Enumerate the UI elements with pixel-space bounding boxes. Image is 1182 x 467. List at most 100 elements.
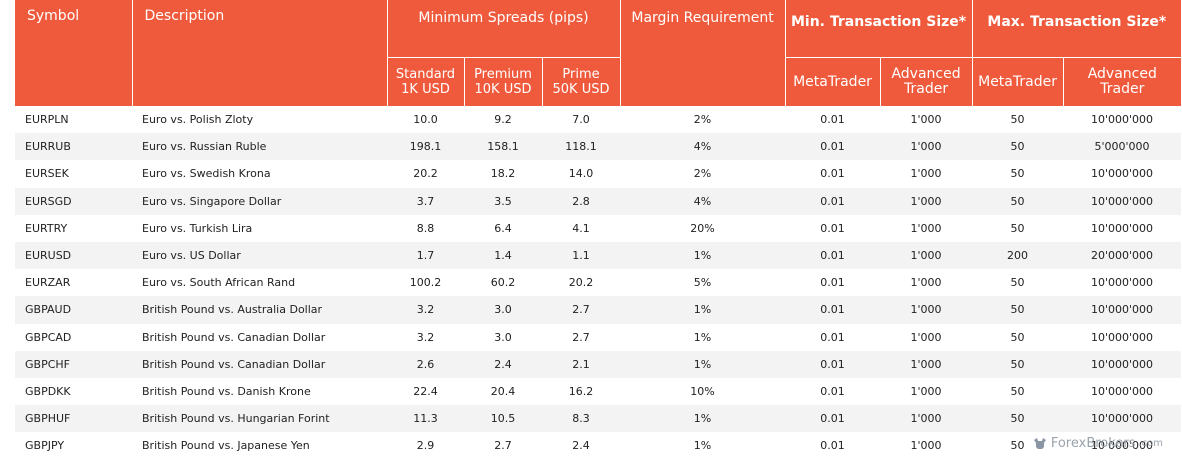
cell-margin: 10% bbox=[690, 384, 715, 398]
cell-margin: 1% bbox=[620, 405, 786, 433]
cell-max-metatrader: 50 bbox=[972, 405, 1064, 433]
cell-max-metatrader: 50 bbox=[1010, 167, 1025, 181]
cell-min-advanced-trader: 1'000 bbox=[910, 221, 942, 235]
bull-logo-icon bbox=[1033, 438, 1046, 450]
cell-prime: 16.2 bbox=[568, 384, 594, 398]
cell-max-metatrader: 50 bbox=[1010, 330, 1025, 344]
cell-standard: 3.2 bbox=[416, 330, 435, 344]
cell-max-advanced-trader: 10'000'000 bbox=[1091, 439, 1154, 453]
cell-premium: 20.4 bbox=[490, 384, 516, 398]
cell-premium: 10.5 bbox=[464, 405, 542, 433]
cell-max-advanced-trader: 10'000'000 bbox=[1063, 296, 1182, 324]
cell-premium: 158.1 bbox=[464, 133, 542, 161]
table-row: GBPHUF British Pound vs. Hungarian Forint… bbox=[15, 405, 1182, 433]
cell-prime: 2.7 bbox=[572, 330, 590, 344]
cell-premium: 3.0 bbox=[494, 330, 512, 344]
cell-max-advanced-trader: 5'000'000 bbox=[1063, 133, 1182, 161]
cell-min-advanced-trader: 1'000 bbox=[880, 187, 973, 215]
cell-margin: 1% bbox=[620, 241, 786, 270]
cell-symbol: GBPCHF bbox=[15, 350, 132, 378]
cell-symbol: GBPDKK bbox=[25, 384, 71, 398]
cell-symbol: GBPJPY bbox=[25, 439, 65, 453]
col-max-tx-header: Max. Transaction Size* bbox=[972, 0, 1182, 58]
cell-max-advanced-trader: 10'000'000 bbox=[1063, 405, 1182, 433]
cell-max-metatrader: 50 bbox=[972, 350, 1064, 378]
cell-premium: 2.7 bbox=[494, 439, 512, 453]
cell-premium: 9.2 bbox=[494, 113, 512, 127]
cell-min-metatrader: 0.01 bbox=[785, 133, 881, 161]
cell-min-metatrader: 0.01 bbox=[785, 405, 881, 433]
cell-margin: 4% bbox=[620, 187, 786, 215]
cell-premium: 1.4 bbox=[464, 241, 542, 270]
cell-min-metatrader: 0.01 bbox=[820, 384, 845, 398]
col-symbol-header: Symbol bbox=[15, 0, 133, 106]
cell-margin: 5% bbox=[693, 276, 712, 290]
cell-min-advanced-trader: 1'000 bbox=[910, 439, 942, 453]
cell-max-metatrader: 50 bbox=[1010, 384, 1025, 398]
cell-description: British Pound vs. Canadian Dollar bbox=[132, 350, 387, 378]
cell-premium: 3.0 bbox=[464, 296, 542, 324]
cell-max-advanced-trader: 20'000'000 bbox=[1063, 241, 1182, 270]
cell-symbol: EURZAR bbox=[25, 276, 71, 290]
cell-prime: 7.0 bbox=[572, 113, 590, 127]
watermark: ForexBrokers .com bbox=[1032, 435, 1163, 451]
cell-margin: 1% bbox=[620, 296, 786, 324]
col-standard-header: Standard 1K USD bbox=[387, 57, 465, 106]
cell-max-metatrader: 50 bbox=[1010, 113, 1025, 127]
cell-prime: 2.7 bbox=[542, 296, 621, 324]
cell-min-advanced-trader: 1'000 bbox=[880, 296, 973, 324]
cell-margin: 1% bbox=[693, 330, 712, 344]
cell-symbol: GBPAUD bbox=[15, 296, 132, 324]
cell-min-advanced-trader: 1'000 bbox=[880, 133, 973, 161]
table-row: GBPCHF British Pound vs. Canadian Dollar 2… bbox=[15, 350, 1182, 378]
cell-max-metatrader: 50 bbox=[972, 296, 1064, 324]
col-min-metatrader-header: MetaTrader bbox=[785, 57, 881, 106]
cell-prime: 20.2 bbox=[568, 276, 594, 290]
cell-prime: 8.3 bbox=[542, 405, 621, 433]
watermark-text: ForexBrokers bbox=[1050, 435, 1136, 451]
table-row: EURPLN Euro vs. Polish Zloty 10.0 9.2 7.0 2% 0… bbox=[15, 106, 1181, 133]
cell-standard: 11.3 bbox=[387, 405, 464, 433]
cell-min-advanced-trader: 1'000 bbox=[880, 241, 973, 270]
cell-margin: 2% bbox=[693, 113, 712, 127]
cell-min-metatrader: 0.01 bbox=[820, 276, 845, 290]
cell-symbol: GBPHUF bbox=[15, 405, 132, 433]
col-margin-header: Margin Requirement bbox=[620, 0, 786, 106]
cell-standard: 10.0 bbox=[413, 113, 438, 127]
watermark-suffix: .com bbox=[1138, 437, 1163, 449]
cell-min-metatrader: 0.01 bbox=[785, 296, 881, 324]
cell-margin: 20% bbox=[690, 221, 715, 235]
cell-min-metatrader: 0.01 bbox=[785, 187, 881, 215]
cell-standard: 8.8 bbox=[416, 221, 435, 235]
cell-prime: 2.1 bbox=[542, 350, 621, 378]
cell-standard: 2.9 bbox=[416, 439, 435, 453]
cell-prime: 4.1 bbox=[572, 221, 590, 235]
cell-premium: 3.5 bbox=[464, 187, 542, 215]
col-premium-header: Premium 10K USD bbox=[464, 57, 543, 106]
cell-max-advanced-trader: 10'000'000 bbox=[1091, 276, 1154, 290]
table-row: GBPJPY British Pound vs. Japanese Yen 2.9 2… bbox=[15, 432, 1181, 459]
table-body: EURPLN Euro vs. Polish Zloty 10.0 9.2 7.0 2% 0… bbox=[15, 106, 1182, 459]
table-row: GBPCAD British Pound vs. Canadian Dollar 3… bbox=[15, 324, 1181, 351]
table-row: EURSEK Euro vs. Swedish Krona 20.2 18.2 14.0… bbox=[15, 160, 1181, 187]
col-min-advanced-trader-header: Advanced Trader bbox=[880, 57, 973, 106]
cell-premium: 18.2 bbox=[490, 167, 516, 181]
cell-standard: 3.2 bbox=[387, 296, 464, 324]
cell-symbol: GBPCAD bbox=[25, 330, 72, 344]
table-row: EURUSD Euro vs. US Dollar 1.7 1.4 1.1 1% 0.01 1… bbox=[15, 241, 1182, 270]
cell-description: British Pound vs. Australia Dollar bbox=[132, 296, 387, 324]
cell-min-advanced-trader: 1'000 bbox=[880, 350, 973, 378]
cell-min-metatrader: 0.01 bbox=[820, 221, 845, 235]
cell-min-metatrader: 0.01 bbox=[820, 439, 845, 453]
cell-description: British Pound vs. Hungarian Forint bbox=[132, 405, 387, 433]
col-description-header: Description bbox=[132, 0, 388, 106]
cell-prime: 2.8 bbox=[542, 187, 621, 215]
spreads-table-container: Symbol Description Minimum Spreads (pips… bbox=[15, 0, 1182, 459]
cell-description: Euro vs. Polish Zloty bbox=[142, 113, 254, 127]
cell-description: Euro vs. Russian Ruble bbox=[132, 133, 387, 161]
cell-standard: 22.4 bbox=[413, 384, 438, 398]
cell-margin: 1% bbox=[620, 350, 786, 378]
col-min-spreads-header: Minimum Spreads (pips) bbox=[387, 0, 621, 58]
col-max-advanced-trader-header: Advanced Trader bbox=[1063, 57, 1182, 106]
col-prime-header: Prime 50K USD bbox=[542, 57, 621, 106]
